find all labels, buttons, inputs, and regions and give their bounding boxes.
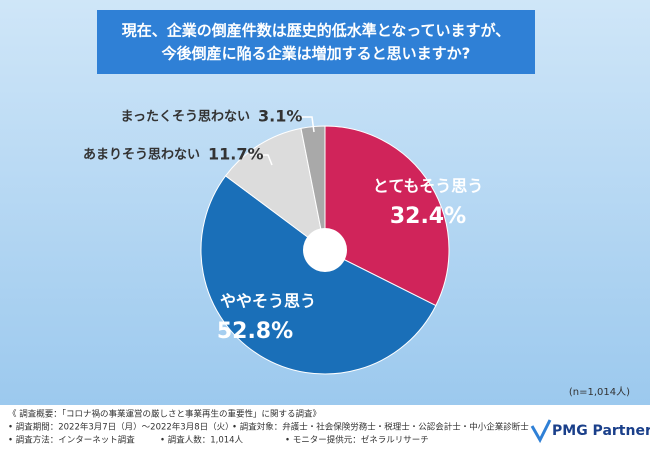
value-label: 11.7% [208, 145, 264, 164]
value-label: 52.8% [217, 319, 293, 344]
logo: PMG Partners [552, 423, 650, 439]
pie-slice [224, 127, 326, 252]
pie-hole [303, 228, 347, 272]
value-label: 3.1% [258, 107, 302, 126]
leader-line [295, 116, 315, 133]
title-line: 現在、企業の倒産件数は歴史的低水準となっていますが、 [122, 22, 511, 40]
slice-label: まったくそう思わない [121, 110, 250, 125]
title-box [97, 10, 535, 74]
sample-note: (n=1,014人) [569, 386, 630, 398]
footer-item: • 調査方法：インターネット調査 [8, 435, 135, 446]
footer-item: • 調査期間：2022年3月7日（月）～2022年3月8日（火） [8, 422, 234, 433]
logo-mark [530, 419, 552, 444]
pie-slice [324, 125, 450, 307]
slice-label: あまりそう思わない [83, 148, 200, 163]
footer-item: • モニター提供元：ゼネラルリサーチ [285, 435, 429, 446]
footer-item: • 調査人数：1,014人 [160, 435, 244, 446]
value-label: 32.4% [390, 204, 466, 229]
footer-band [0, 405, 650, 450]
title-line: 今後倒産に陥る企業は増加すると思いますか? [161, 45, 471, 63]
leader-line [250, 154, 273, 166]
slice-label: ややそう思う [220, 292, 316, 311]
footer-heading: 《 調査概要：「コロナ禍の事業運営の厳しさと事業再生の重要性」に関する調査》 [8, 409, 321, 420]
footer-item: • 調査対象：弁護士・社会保険労務士・税理士・公認会計士・中小企業診断士 [232, 422, 529, 433]
slice-label: とてもそう思う [373, 177, 483, 196]
pie-slice [200, 175, 437, 375]
